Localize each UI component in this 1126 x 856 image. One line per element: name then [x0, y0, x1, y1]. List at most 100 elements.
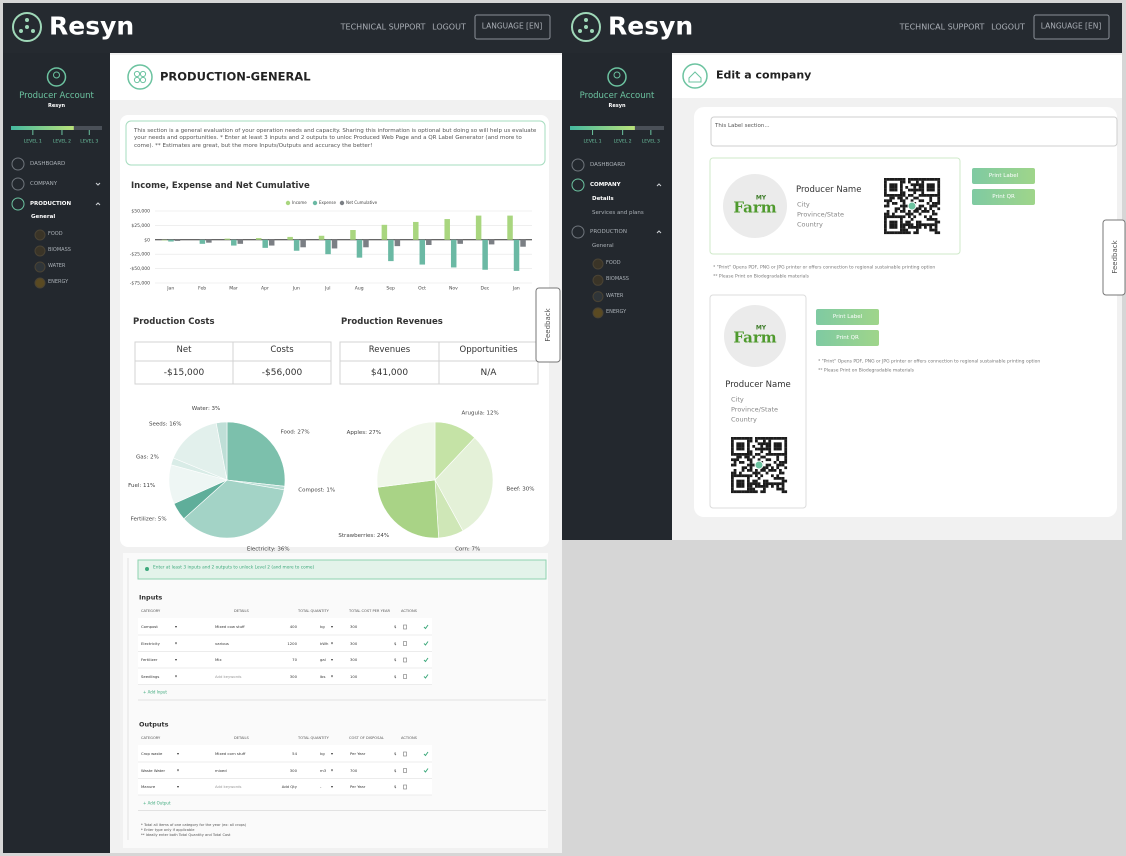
qr-cell	[749, 437, 753, 440]
qr-cell	[771, 437, 774, 440]
cell-category[interactable]: Fertilizer	[141, 656, 158, 662]
cell-category[interactable]: Crop waste	[141, 750, 163, 756]
cell-quantity[interactable]: 54	[292, 750, 297, 756]
feedback-tab-label[interactable]: Feedback	[543, 308, 552, 342]
cell-unit[interactable]: gal	[320, 656, 326, 662]
category-icon	[592, 291, 604, 303]
print-button[interactable]	[972, 189, 1035, 205]
submenu-item[interactable]: General	[31, 213, 56, 220]
category-item[interactable]: ENERGY	[48, 279, 69, 286]
category-item[interactable]: WATER	[606, 292, 624, 299]
qr-cell	[752, 445, 756, 448]
qr-cell	[749, 458, 753, 462]
qr-cell	[921, 204, 925, 208]
submenu-item[interactable]: Services and plans	[592, 209, 644, 216]
nav-link[interactable]: LOGOUT	[991, 22, 1025, 32]
category-item[interactable]: ENERGY	[606, 309, 627, 316]
cell-unit[interactable]: kWh	[320, 640, 329, 646]
cell-unit[interactable]: lbs	[320, 673, 326, 679]
print-button[interactable]	[816, 309, 879, 325]
level-label: LEVEL 2	[613, 139, 632, 145]
add-row-link[interactable]: + Add Input	[143, 689, 167, 695]
category-item[interactable]: FOOD	[606, 260, 621, 267]
nav-link[interactable]: TECHNICAL SUPPORT	[899, 22, 985, 32]
cell-details[interactable]: various	[215, 640, 229, 646]
cell-details[interactable]: Add keywords	[215, 783, 242, 789]
menu-item[interactable]: DASHBOARD	[30, 160, 66, 167]
cell-unit[interactable]: kg	[320, 623, 325, 629]
cell-details[interactable]: Mix	[215, 656, 222, 662]
cell-cost[interactable]: 700	[350, 767, 358, 773]
category-item[interactable]: WATER	[48, 263, 66, 270]
qr-cell	[755, 453, 758, 456]
language-button-label[interactable]: LANGUAGE [EN]	[1040, 21, 1102, 31]
print-button-label[interactable]: Print Label	[988, 172, 1019, 179]
menu-item[interactable]: PRODUCTION	[30, 200, 72, 207]
cell-quantity[interactable]: 400	[289, 623, 297, 629]
add-row-link[interactable]: + Add Output	[143, 800, 171, 806]
nav-link[interactable]: TECHNICAL SUPPORT	[340, 22, 426, 32]
level-label: LEVEL 2	[52, 139, 71, 145]
qr-cell	[749, 461, 753, 464]
nav-link[interactable]: LOGOUT	[432, 22, 466, 32]
cell-cost[interactable]: 300	[350, 623, 358, 629]
language-button-label[interactable]: LANGUAGE [EN]	[481, 21, 543, 31]
cell-cost[interactable]: Per Year	[350, 783, 366, 789]
menu-item[interactable]: PRODUCTION	[590, 228, 627, 235]
cell-quantity[interactable]: 300	[289, 673, 297, 679]
cell-unit[interactable]: kg	[320, 750, 325, 756]
category-item[interactable]: BIOMASS	[48, 247, 71, 254]
print-button-label[interactable]: Print QR	[992, 193, 1015, 200]
feedback-tab-label[interactable]: Feedback	[1110, 240, 1119, 274]
cell-details[interactable]: mixed	[215, 767, 227, 773]
cell-cost[interactable]: 100	[350, 673, 358, 679]
menu-item[interactable]: DASHBOARD	[590, 161, 626, 168]
qr-cell	[733, 469, 737, 472]
qr-cell	[776, 455, 780, 459]
cell-category[interactable]: Seedlings	[141, 673, 160, 679]
menu-item[interactable]: COMPANY	[590, 181, 621, 188]
cell-quantity[interactable]: 70	[292, 656, 297, 662]
print-button-label[interactable]: Print Label	[832, 313, 863, 320]
cell-category[interactable]: Compost	[141, 623, 158, 629]
qr-cell	[900, 191, 903, 195]
qr-cell	[889, 215, 893, 219]
qr-cell	[908, 223, 911, 227]
submenu-item[interactable]: General	[592, 242, 614, 249]
qr-cell	[781, 477, 785, 480]
submenu-item[interactable]: Details	[592, 195, 614, 202]
cell-details[interactable]: Mixed cow stuff	[215, 623, 245, 629]
cell-details[interactable]: Mixed corn stuff	[215, 750, 246, 756]
cell-quantity[interactable]: 1200	[287, 640, 297, 646]
label-input-text[interactable]: This Label section...	[715, 122, 770, 129]
qr-cell	[889, 199, 893, 203]
qr-cell	[908, 178, 911, 181]
cell-category[interactable]: Waste Water	[141, 767, 166, 773]
cell-category[interactable]: Manure	[141, 783, 156, 789]
category-item[interactable]: BIOMASS	[606, 276, 629, 283]
qr-cell	[894, 202, 898, 205]
category-item[interactable]: FOOD	[48, 231, 63, 238]
qr-cell	[763, 487, 766, 491]
cell-quantity[interactable]: 300	[289, 767, 297, 773]
level-fill	[570, 126, 635, 130]
qr-cell	[768, 442, 772, 446]
print-button[interactable]	[816, 330, 879, 346]
cell-category[interactable]: Electricity	[141, 640, 160, 646]
cell-cost[interactable]: Per Year	[350, 750, 366, 756]
cell-unit[interactable]: m3	[320, 767, 327, 773]
cell-cost[interactable]: 300	[350, 640, 358, 646]
pie-label: Electricity: 36%	[247, 547, 290, 553]
print-button[interactable]	[972, 168, 1035, 184]
account-icon-head	[613, 71, 621, 79]
cell-details[interactable]: Add keywords	[215, 673, 242, 679]
bar	[450, 239, 457, 268]
page-icon-part	[139, 76, 147, 84]
cell-cost[interactable]: 300	[350, 656, 358, 662]
cell-unit[interactable]: -	[320, 783, 322, 789]
print-button-label[interactable]: Print QR	[836, 334, 859, 341]
cell-quantity[interactable]: Add Qty	[281, 783, 297, 789]
qr-cell	[902, 191, 906, 195]
menu-item[interactable]: COMPANY	[30, 180, 58, 187]
